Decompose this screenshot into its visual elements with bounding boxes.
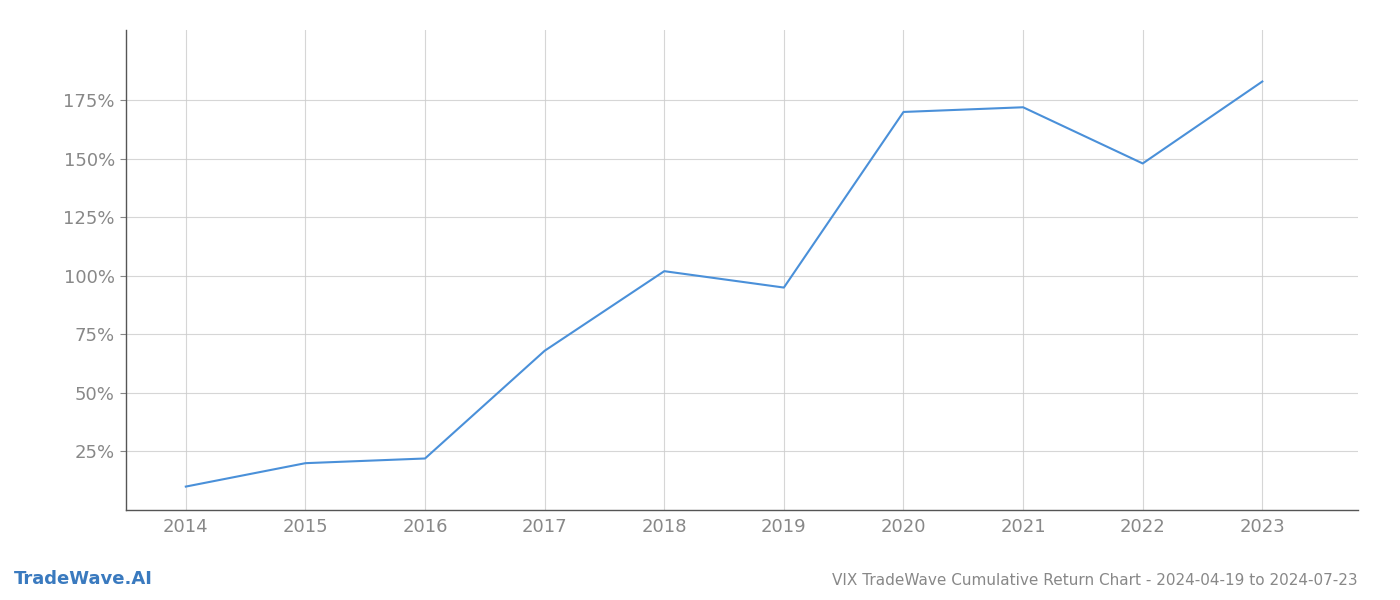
Text: VIX TradeWave Cumulative Return Chart - 2024-04-19 to 2024-07-23: VIX TradeWave Cumulative Return Chart - …	[833, 573, 1358, 588]
Text: TradeWave.AI: TradeWave.AI	[14, 570, 153, 588]
